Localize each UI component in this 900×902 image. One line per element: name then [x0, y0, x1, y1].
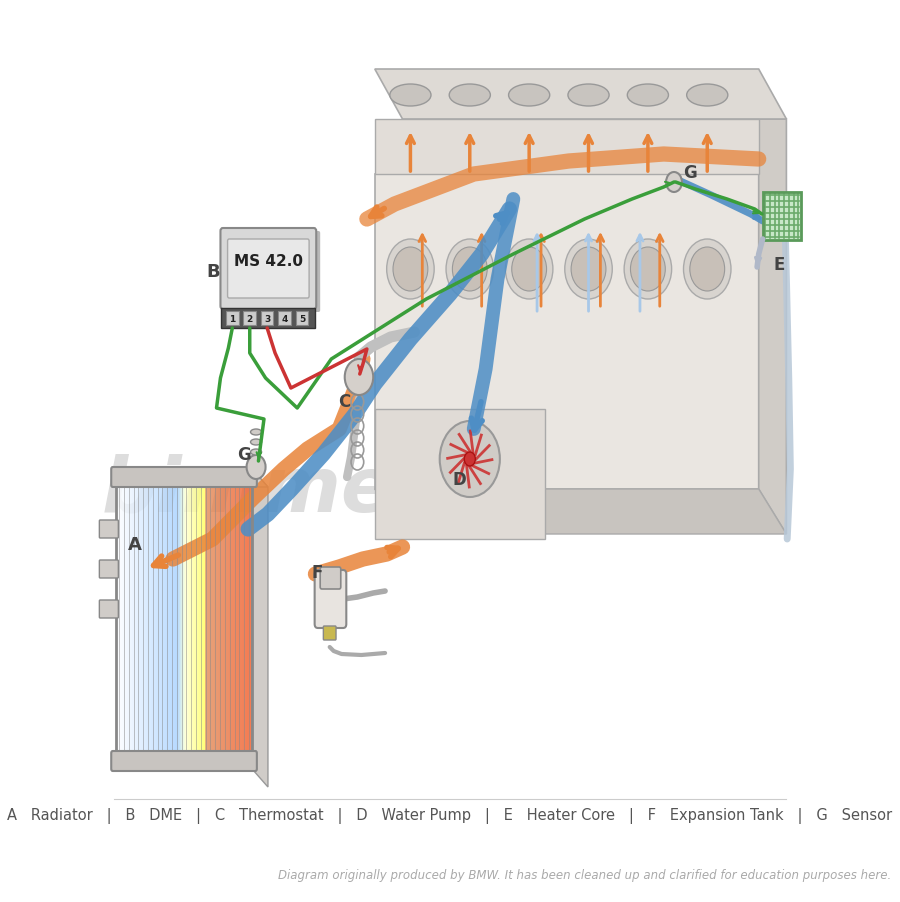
- FancyBboxPatch shape: [320, 567, 341, 589]
- Circle shape: [393, 248, 428, 291]
- FancyBboxPatch shape: [243, 312, 256, 326]
- Circle shape: [453, 248, 487, 291]
- Circle shape: [666, 173, 682, 193]
- Polygon shape: [374, 490, 787, 534]
- Text: F: F: [311, 564, 323, 582]
- Text: G: G: [238, 446, 251, 464]
- Circle shape: [464, 453, 475, 466]
- Circle shape: [506, 240, 553, 299]
- FancyBboxPatch shape: [99, 520, 118, 538]
- FancyBboxPatch shape: [261, 312, 274, 326]
- FancyBboxPatch shape: [323, 626, 336, 640]
- FancyBboxPatch shape: [278, 312, 291, 326]
- Circle shape: [683, 240, 731, 299]
- Polygon shape: [374, 175, 759, 490]
- Ellipse shape: [449, 85, 491, 106]
- Text: A   Radiator   |   B   DME   |   C   Thermostat   |   D   Water Pump   |   E   H: A Radiator | B DME | C Thermostat | D Wa…: [7, 807, 893, 824]
- Ellipse shape: [250, 439, 262, 446]
- FancyBboxPatch shape: [228, 240, 309, 299]
- Text: 4: 4: [282, 314, 288, 323]
- Text: bimmerworld: bimmerworld: [102, 453, 672, 527]
- Text: 3: 3: [264, 314, 270, 323]
- Text: D: D: [453, 471, 466, 489]
- FancyBboxPatch shape: [220, 229, 316, 309]
- FancyBboxPatch shape: [315, 570, 346, 629]
- Text: 5: 5: [299, 314, 305, 323]
- Ellipse shape: [687, 85, 728, 106]
- Text: E: E: [774, 255, 785, 273]
- FancyBboxPatch shape: [112, 751, 256, 771]
- Polygon shape: [374, 410, 545, 539]
- Text: B: B: [206, 262, 220, 281]
- Text: C: C: [338, 392, 351, 410]
- FancyBboxPatch shape: [226, 312, 239, 326]
- Ellipse shape: [250, 429, 262, 436]
- Circle shape: [572, 248, 606, 291]
- Text: A: A: [128, 536, 142, 554]
- Ellipse shape: [568, 85, 609, 106]
- Ellipse shape: [508, 85, 550, 106]
- Text: 1: 1: [230, 314, 236, 323]
- Circle shape: [446, 240, 493, 299]
- Polygon shape: [252, 469, 268, 787]
- FancyBboxPatch shape: [221, 308, 315, 328]
- Text: G: G: [683, 164, 697, 182]
- Text: 2: 2: [247, 314, 253, 323]
- Polygon shape: [762, 193, 801, 241]
- Ellipse shape: [627, 85, 669, 106]
- FancyBboxPatch shape: [224, 232, 320, 313]
- Polygon shape: [374, 70, 787, 120]
- Polygon shape: [759, 120, 787, 534]
- Text: Diagram originally produced by BMW. It has been cleaned up and clarified for edu: Diagram originally produced by BMW. It h…: [278, 869, 891, 881]
- Circle shape: [631, 248, 665, 291]
- Circle shape: [512, 248, 546, 291]
- Polygon shape: [374, 120, 759, 175]
- Circle shape: [387, 240, 434, 299]
- FancyBboxPatch shape: [99, 601, 118, 618]
- Circle shape: [624, 240, 671, 299]
- FancyBboxPatch shape: [296, 312, 309, 326]
- Text: MS 42.0: MS 42.0: [234, 253, 302, 269]
- Polygon shape: [116, 469, 268, 487]
- Circle shape: [440, 421, 500, 497]
- FancyBboxPatch shape: [112, 467, 256, 487]
- Ellipse shape: [250, 449, 262, 456]
- Circle shape: [689, 248, 724, 291]
- Circle shape: [345, 360, 373, 396]
- Circle shape: [565, 240, 612, 299]
- Circle shape: [247, 456, 266, 480]
- FancyBboxPatch shape: [99, 560, 118, 578]
- Ellipse shape: [390, 85, 431, 106]
